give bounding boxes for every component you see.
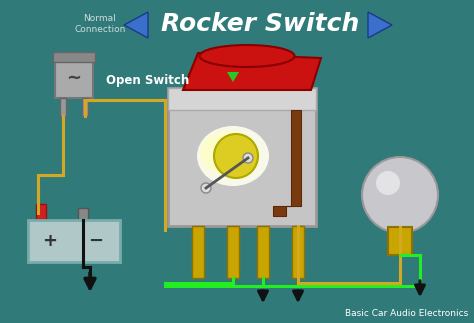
Polygon shape bbox=[227, 72, 239, 82]
Text: +: + bbox=[43, 232, 57, 250]
Bar bbox=[53, 52, 95, 62]
Bar bbox=[257, 226, 269, 278]
Bar bbox=[388, 227, 412, 255]
Circle shape bbox=[362, 157, 438, 233]
Polygon shape bbox=[368, 12, 392, 38]
Ellipse shape bbox=[200, 45, 294, 67]
Ellipse shape bbox=[197, 126, 269, 186]
Text: ~: ~ bbox=[66, 69, 82, 87]
Text: −: − bbox=[89, 232, 103, 250]
Bar bbox=[292, 226, 304, 278]
Bar bbox=[168, 88, 316, 110]
Circle shape bbox=[214, 134, 258, 178]
Bar bbox=[192, 226, 204, 278]
Text: Open Switch: Open Switch bbox=[106, 74, 190, 87]
Bar bbox=[28, 220, 120, 262]
Circle shape bbox=[243, 153, 253, 163]
Circle shape bbox=[376, 171, 400, 195]
Bar bbox=[55, 58, 93, 98]
Text: Basic Car Audio Electronics: Basic Car Audio Electronics bbox=[345, 309, 468, 318]
Circle shape bbox=[201, 183, 211, 193]
Bar bbox=[227, 226, 239, 278]
Ellipse shape bbox=[201, 130, 255, 175]
Polygon shape bbox=[183, 53, 321, 90]
Bar bbox=[78, 208, 88, 220]
Bar bbox=[168, 88, 316, 226]
Bar bbox=[82, 98, 88, 116]
Bar bbox=[36, 204, 46, 220]
Text: Rocker Switch: Rocker Switch bbox=[161, 12, 359, 36]
Polygon shape bbox=[273, 110, 301, 216]
Polygon shape bbox=[124, 12, 148, 38]
Text: Normal
Connection: Normal Connection bbox=[74, 14, 126, 34]
Bar bbox=[60, 98, 66, 116]
